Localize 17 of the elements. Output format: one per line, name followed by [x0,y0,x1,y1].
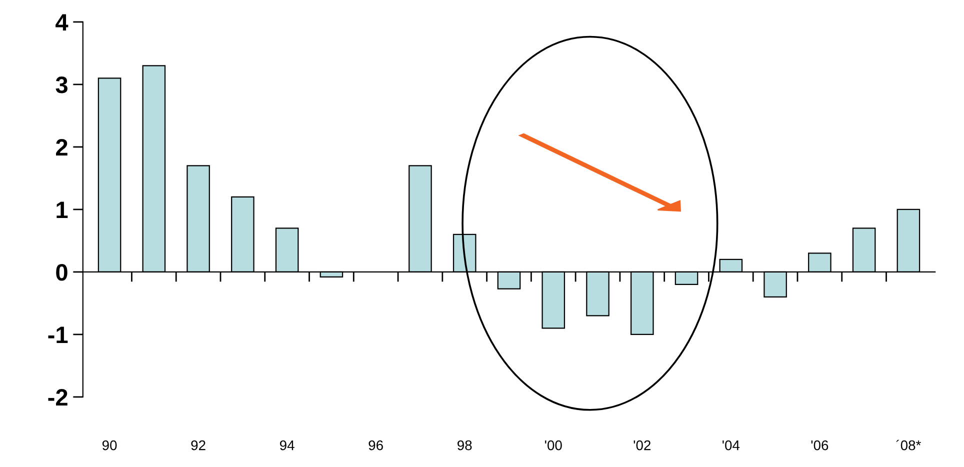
x-tick-label: 98 [458,440,472,450]
y-tick-label: 3 [56,76,68,94]
y-tick-label: 0 [56,264,68,281]
y-tick-label: -2 [48,389,68,406]
y-tick-label: 1 [56,202,68,218]
x-tick-label: '02 [634,440,650,450]
y-tick-label: 4 [56,14,68,31]
x-tick-label: 96 [368,440,383,450]
y-tick-label: 2 [56,139,68,156]
x-tick-label: '00 [545,440,562,450]
x-tick-label: 90 [102,440,117,450]
x-tick-label: 92 [191,440,206,450]
x-tick-label: '04 [722,440,740,450]
x-tick-label: '06 [811,440,828,450]
y-tick-label: -1 [48,326,68,344]
x-tick-label: 94 [280,440,294,450]
x-tick-label: ´08* [896,440,921,450]
